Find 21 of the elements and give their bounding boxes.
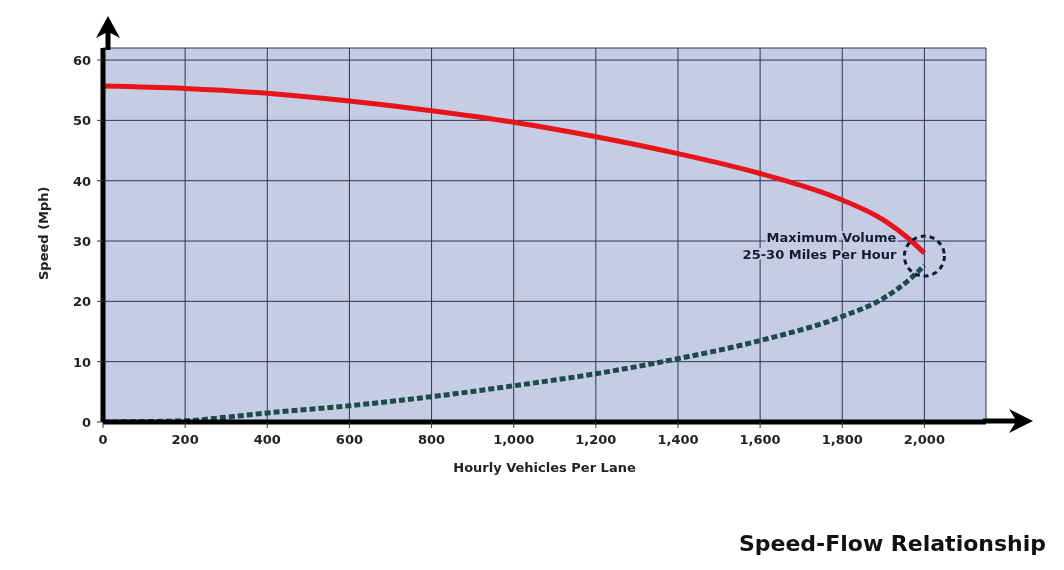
y-axis-title: Speed (Mph) [35, 186, 51, 280]
x-tick-label: 0 [98, 432, 108, 447]
x-tick-label: 1,400 [657, 432, 699, 447]
x-tick-label: 400 [253, 432, 281, 447]
y-tick-label: 40 [72, 173, 91, 189]
x-tick-label: 800 [417, 432, 446, 447]
x-tick-label: 2,000 [903, 432, 945, 447]
y-tick-label: 60 [72, 53, 91, 69]
x-tick-label: 1,000 [493, 432, 535, 447]
x-tick-label: 200 [171, 432, 199, 447]
x-tick-label: 1,600 [739, 432, 781, 447]
y-tick-label: 10 [72, 354, 91, 370]
x-tick-label: 600 [335, 432, 363, 447]
y-tick-label: 0 [81, 415, 91, 430]
y-tick-label: 30 [72, 234, 91, 250]
x-tick-label: 1,800 [821, 432, 863, 447]
x-tick-label: 1,200 [575, 432, 617, 447]
y-tick-label: 20 [72, 294, 91, 310]
y-tick-label: 50 [72, 113, 91, 129]
text: Speed-Flow Relationship [738, 531, 1046, 556]
x-axis-title: Hourly Vehicles Per Lane [453, 460, 636, 475]
